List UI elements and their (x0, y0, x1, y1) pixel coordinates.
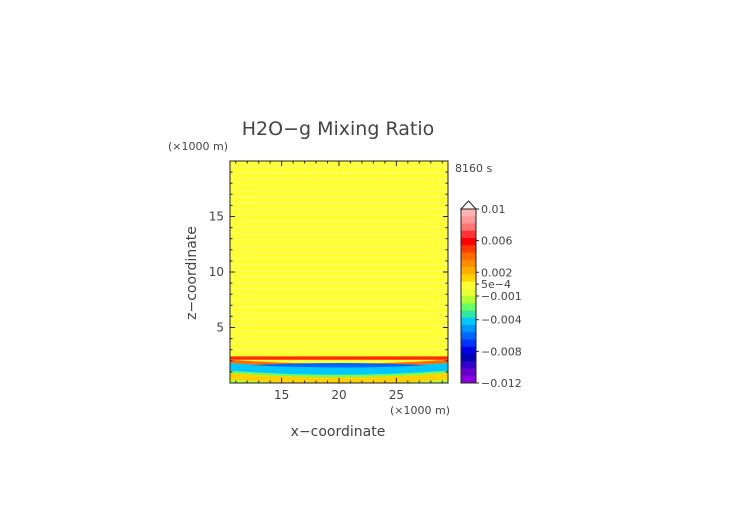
colorbar-swatch (461, 230, 476, 239)
colorbar-swatch (461, 209, 476, 217)
colorbar-label: −0.001 (481, 290, 522, 303)
y-tick-label: 10 (209, 265, 224, 279)
time-label: 8160 s (455, 162, 492, 175)
x-unit-label: (×1000 m) (390, 404, 450, 417)
y-tick-label: 5 (216, 321, 224, 335)
y-axis-label: z−coordinate (184, 226, 200, 320)
field-band (230, 370, 448, 378)
y-unit-label: (×1000 m) (168, 140, 228, 153)
field-band (230, 356, 448, 360)
field-band (230, 363, 448, 375)
colorbar-swatch (461, 281, 476, 290)
colorbar-swatch (461, 361, 476, 369)
colorbar-swatch (461, 346, 476, 355)
colorbar-swatch (461, 310, 476, 319)
field-core (250, 363, 428, 368)
x-axis-label: x−coordinate (291, 424, 386, 440)
colorbar-swatch (461, 317, 476, 326)
x-tick-label: 15 (274, 388, 289, 402)
colorbar-label: 0.002 (481, 266, 513, 279)
colorbar-swatch (461, 375, 476, 384)
colorbar-label: 0.01 (481, 203, 506, 216)
colorbar-swatch (461, 368, 476, 377)
colorbar-swatch (461, 288, 476, 297)
field-background (230, 161, 448, 383)
colorbar-swatch (461, 223, 476, 232)
colorbar-label: −0.008 (481, 345, 522, 358)
colorbar-label: −0.012 (481, 377, 522, 390)
colorbar-swatch (461, 303, 476, 311)
colorbar-swatch (461, 325, 476, 333)
colorbar-swatch (461, 339, 476, 348)
chart-title: H2O−g Mixing Ratio (242, 118, 434, 140)
colorbar-swatch (461, 267, 476, 275)
colorbar-swatch (461, 245, 476, 253)
colorbar-swatch (461, 354, 476, 362)
colorbar-label: 5e−4 (481, 278, 511, 291)
plot-area (229, 160, 449, 384)
colorbar-swatch (461, 296, 476, 304)
x-tick-label: 25 (389, 388, 404, 402)
colorbar-swatch (461, 238, 476, 246)
y-axis: 5 10 15 (209, 160, 448, 373)
colorbar-swatch (461, 332, 476, 340)
colorbar-extend-arrow (459, 200, 478, 210)
colorbar-swatch (461, 216, 476, 224)
colorbar-swatch (461, 259, 476, 268)
colorbar-label: 0.006 (481, 235, 513, 248)
colorbar-swatch (461, 274, 476, 282)
y-tick-label: 15 (209, 210, 224, 224)
colorbar-swatch (461, 252, 476, 261)
colorbar-label: −0.004 (481, 314, 522, 327)
x-tick-label: 20 (331, 388, 346, 402)
x-axis: 15 20 25 (235, 161, 443, 402)
